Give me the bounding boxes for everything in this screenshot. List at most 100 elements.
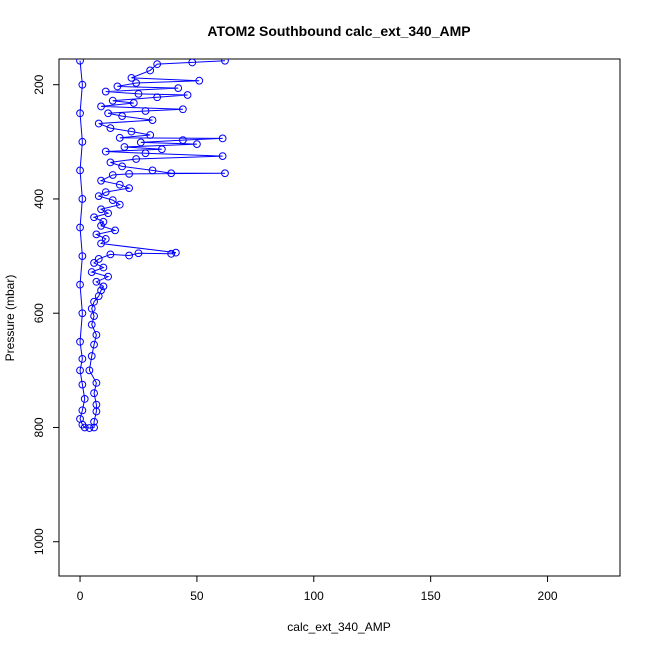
data-point — [85, 424, 94, 432]
x-tick-label: 50 — [190, 589, 204, 603]
data-point — [90, 213, 98, 222]
data-point — [132, 155, 141, 163]
data-point — [94, 119, 103, 128]
data-point — [134, 249, 143, 258]
data-point — [195, 76, 204, 85]
data-point — [136, 138, 145, 147]
data-point — [76, 166, 84, 175]
y-axis: 200 400 600 800 1000 — [32, 74, 60, 555]
x-axis-label: calc_ext_340_AMP — [287, 620, 390, 634]
data-point — [115, 200, 124, 209]
data-point — [125, 184, 134, 193]
data-point — [78, 252, 87, 260]
data-point — [221, 59, 229, 65]
data-point — [99, 263, 108, 272]
data-point — [188, 59, 197, 67]
data-point — [167, 249, 176, 258]
data-point — [97, 221, 105, 230]
data-point — [78, 80, 87, 89]
x-tick-label: 150 — [421, 589, 441, 603]
data-point — [85, 366, 94, 375]
data-point — [97, 239, 105, 248]
data-point — [97, 205, 105, 214]
data-point — [78, 380, 87, 389]
data-point — [106, 158, 115, 167]
data-point — [92, 331, 101, 339]
data-point — [78, 406, 87, 415]
data-point — [76, 337, 84, 346]
data-point — [76, 223, 84, 232]
data-point — [108, 171, 117, 179]
data-point — [171, 248, 180, 257]
data-point — [153, 60, 162, 69]
data-point — [90, 297, 98, 306]
data-point — [97, 176, 105, 185]
data-point — [87, 320, 96, 329]
x-axis: 0 50 100 150 200 — [77, 575, 558, 603]
data-point — [174, 84, 183, 93]
data-point — [115, 133, 124, 142]
y-tick-label: 800 — [32, 417, 46, 437]
data-point — [108, 96, 117, 105]
data-point — [99, 217, 108, 226]
data-point — [94, 255, 103, 263]
data-point — [153, 93, 162, 102]
data-point — [90, 423, 98, 432]
data-point — [148, 166, 157, 175]
data-point — [108, 196, 117, 205]
data-point — [127, 73, 136, 82]
data-point — [125, 251, 134, 260]
data-point — [118, 112, 127, 121]
data-point — [76, 59, 84, 65]
data-point — [104, 109, 112, 118]
data-point — [90, 312, 98, 320]
data-point — [94, 192, 103, 201]
data-point — [193, 140, 201, 149]
data-point — [78, 195, 87, 203]
plot-frame — [58, 58, 621, 577]
data-point — [87, 268, 96, 276]
y-tick-label: 600 — [32, 303, 46, 323]
x-tick-label: 100 — [304, 589, 324, 603]
data-point — [92, 277, 101, 286]
data-point — [178, 105, 187, 114]
data-point — [218, 152, 227, 161]
data-point — [118, 162, 127, 171]
data-point — [92, 379, 101, 387]
data-point — [134, 89, 143, 98]
data-point — [101, 188, 110, 197]
data-point — [146, 131, 155, 139]
x-tick-label: 200 — [538, 589, 558, 603]
data-point — [141, 149, 150, 158]
data-point — [104, 209, 112, 218]
data-point — [87, 352, 96, 360]
data-point — [111, 226, 119, 235]
data-point — [101, 147, 110, 156]
chart-title: ATOM2 Southbound calc_ext_340_AMP — [207, 23, 470, 39]
data-point — [125, 169, 134, 178]
series-line — [79, 60, 225, 429]
data-point — [101, 87, 110, 96]
data-point — [76, 415, 84, 423]
data-point — [141, 107, 150, 115]
y-tick-label: 1000 — [32, 528, 46, 555]
data-point — [106, 124, 115, 133]
data-point — [76, 280, 84, 289]
data-point — [146, 66, 155, 75]
data-point — [92, 230, 101, 239]
data-point — [129, 99, 138, 107]
data-point — [113, 82, 122, 91]
data-series — [76, 59, 229, 432]
data-point — [178, 136, 187, 145]
data-point — [78, 309, 87, 318]
y-tick-label: 200 — [32, 74, 46, 94]
data-point — [78, 355, 87, 363]
data-point — [90, 389, 98, 398]
data-point — [157, 145, 166, 154]
data-point — [101, 235, 110, 243]
data-layer — [76, 59, 229, 432]
data-point — [218, 134, 227, 143]
data-point — [90, 340, 98, 349]
data-point — [90, 259, 98, 267]
